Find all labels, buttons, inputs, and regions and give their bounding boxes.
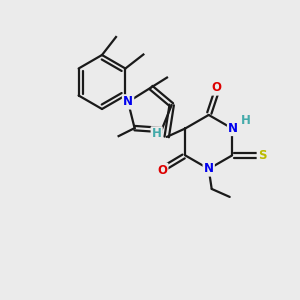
Text: N: N: [123, 95, 133, 108]
Text: N: N: [204, 162, 214, 176]
Text: O: O: [157, 164, 167, 177]
Text: S: S: [258, 149, 266, 162]
Text: N: N: [228, 122, 238, 135]
Text: H: H: [152, 128, 162, 140]
Text: H: H: [241, 114, 251, 127]
Text: O: O: [212, 81, 222, 94]
